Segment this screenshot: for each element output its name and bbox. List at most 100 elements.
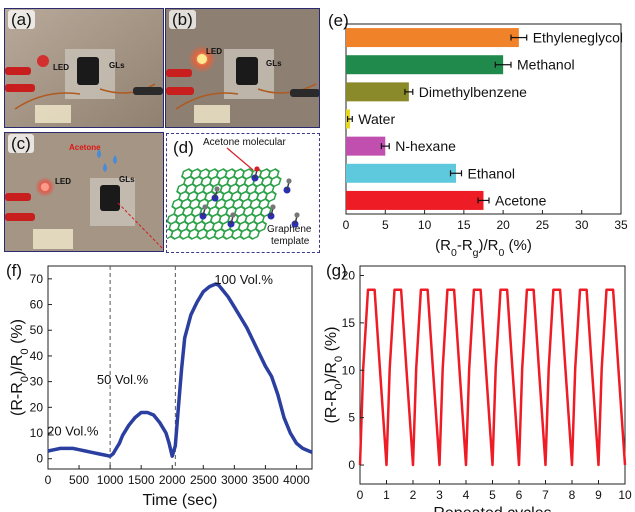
bar-label-ethanol: Ethanol [468, 165, 515, 181]
x-tick-label: 30 [575, 218, 589, 232]
x-tick-label: 5 [382, 218, 389, 232]
bar-methanol [346, 55, 504, 75]
chart-e-x-axis-label: (R0-Rg)/R0 (%) [435, 237, 532, 259]
y-tick-label: 5 [348, 411, 355, 425]
bar-label-dimethylbenzene: Dimethylbenzene [419, 84, 527, 100]
y-tick-label: 20 [30, 400, 44, 414]
bar-label-ethyleneglycol: Ethyleneglycol [533, 30, 623, 46]
y-tick-label: 0 [36, 452, 43, 466]
photo-c: (c) Acetone LED GLs [4, 132, 164, 252]
x-tick-label: 6 [516, 488, 523, 502]
bar-ethyleneglycol [346, 28, 519, 48]
x-tick-label: 4 [463, 488, 470, 502]
graphene-sheet [167, 168, 282, 240]
acetone-molecular-label: Acetone molecular [203, 137, 286, 148]
x-tick-label: 0 [343, 218, 350, 232]
molecule-atom [254, 166, 260, 172]
x-tick-label: 1 [383, 488, 390, 502]
y-tick-label: 10 [342, 363, 356, 377]
x-tick-label: 500 [69, 473, 89, 487]
y-tick-label: 20 [342, 268, 356, 282]
y-tick-label: 70 [30, 272, 44, 286]
chart-f-y-axis-label: (R-R0)/R0 (%) [9, 319, 31, 416]
bar-n-hexane [346, 136, 386, 156]
chart-g-panel: 0 1 2 3 4 5 6 7 8 9 10 0 5 10 15 20 Repeated cycles (R-R0… [323, 261, 632, 512]
panel-tag-e: (e) [328, 11, 349, 30]
photo-a: (a) LED GLs [4, 8, 164, 128]
panel-tag-g: (g) [326, 261, 347, 280]
molecule-atom [230, 212, 236, 218]
hexagon-ring [248, 228, 261, 240]
panel-tag-a: (a) [8, 10, 35, 29]
molecule-pointer-arrow [226, 147, 254, 171]
bar-dimethylbenzene [346, 82, 409, 102]
annotation-20-vol: 20 Vol.% [47, 424, 99, 439]
bar-label-acetone: Acetone [495, 192, 547, 208]
x-tick-label: 0 [45, 473, 52, 487]
photo-a-image [5, 9, 163, 127]
x-tick-label: 20 [496, 218, 510, 232]
annotation-50-vol: 50 Vol.% [97, 372, 149, 387]
y-tick-label: 30 [30, 375, 44, 389]
x-tick-label: 3500 [252, 473, 279, 487]
panel-tag-f: (f) [6, 261, 22, 280]
photo-c-gls-label: GLs [119, 175, 135, 184]
y-tick-label: 60 [30, 298, 44, 312]
bar-acetone [346, 190, 484, 210]
graphene-label: Graphene [267, 224, 312, 235]
bar-ethanol [346, 163, 456, 183]
photo-b: (b) LED GLs [165, 8, 320, 128]
photo-b-gls-label: GLs [266, 59, 282, 68]
x-tick-label: 8 [569, 488, 576, 502]
y-tick-label: 50 [30, 323, 44, 337]
panel-tag-d: (d) [170, 138, 197, 157]
x-tick-label: 2000 [159, 473, 186, 487]
x-tick-label: 2 [410, 488, 417, 502]
chart-g-y-axis-label: (R-R0)/R0 (%) [323, 327, 345, 424]
template-label: template [271, 236, 310, 247]
molecule-atom [286, 178, 292, 184]
x-tick-label: 15 [457, 218, 471, 232]
x-tick-label: 2500 [190, 473, 217, 487]
panel-tag-c: (c) [8, 134, 34, 153]
x-tick-label: 3000 [221, 473, 248, 487]
molecule-atom [294, 212, 300, 218]
annotation-100-vol: 100 Vol.% [214, 272, 273, 287]
y-tick-label: 0 [348, 458, 355, 472]
graphene-lattice-diagram [167, 147, 300, 240]
x-tick-label: 1000 [97, 473, 124, 487]
y-tick-label: 40 [30, 349, 44, 363]
bar-label-water: Water [358, 111, 395, 127]
cycle-curve [358, 288, 627, 467]
molecule-diagram: (d) Acetone molecular Graphene template [166, 133, 320, 253]
x-tick-label: 9 [595, 488, 602, 502]
x-tick-label: 0 [357, 488, 364, 502]
y-tick-label: 10 [30, 426, 44, 440]
molecule-atom [214, 186, 220, 192]
x-tick-label: 25 [536, 218, 550, 232]
x-tick-label: 10 [418, 218, 432, 232]
chart-f-panel: 0 500 1000 1500 2000 2500 3000 3500 4000 0 10 20 30 4… [6, 261, 313, 509]
response-curve [47, 282, 313, 458]
molecule-atom [202, 204, 208, 210]
photo-c-led-label: LED [55, 177, 71, 186]
x-tick-label: 5 [489, 488, 496, 502]
bar-label-methanol: Methanol [517, 57, 575, 73]
chart-e-panel: Ethyleneglycol Methanol Dimethylbenzene Wat… [328, 11, 628, 259]
y-tick-label: 15 [342, 316, 356, 330]
chart-f-x-axis-label: Time (sec) [143, 492, 218, 509]
photo-c-acetone-label: Acetone [69, 143, 101, 152]
x-tick-label: 35 [614, 218, 628, 232]
chart-g-x-axis-label: Repeated cycles [433, 505, 551, 512]
photo-a-led-label: LED [53, 63, 69, 72]
panel-tag-b: (b) [169, 10, 196, 29]
chart-f-frame [47, 265, 313, 470]
molecule-atom [270, 204, 276, 210]
photo-b-led-label: LED [206, 47, 222, 56]
x-tick-label: 1500 [128, 473, 155, 487]
x-tick-label: 7 [542, 488, 549, 502]
x-tick-label: 4000 [283, 473, 310, 487]
photo-a-gls-label: GLs [109, 61, 125, 70]
x-tick-label: 10 [618, 488, 632, 502]
bar-label-n-hexane: N-hexane [395, 138, 456, 154]
